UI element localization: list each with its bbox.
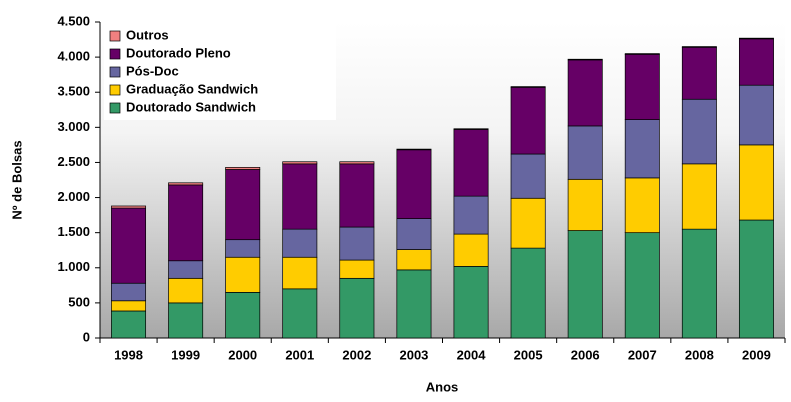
bar-segment [510, 86, 546, 155]
y-tick-label: 500 [68, 294, 90, 309]
bar-segment [225, 239, 261, 258]
x-tick-label: 2006 [571, 347, 600, 362]
bar-segment [738, 84, 774, 146]
bar-segment [339, 259, 375, 279]
bar-segment [111, 205, 147, 209]
x-tick-label: 2003 [399, 347, 428, 362]
bar-segment [681, 98, 717, 165]
bar-segment [567, 58, 603, 61]
x-tick-label: 2008 [685, 347, 714, 362]
bar-segment [510, 247, 546, 339]
bar-segment [396, 148, 432, 151]
bar-segment [339, 163, 375, 228]
bar-segment [681, 228, 717, 339]
bar-segment [624, 232, 660, 339]
y-tick-label: 4.500 [57, 13, 90, 28]
bar-segment [624, 53, 660, 55]
y-tick-label: 2.500 [57, 154, 90, 169]
bar-segment [282, 256, 318, 290]
legend-label: Graduação Sandwich [126, 81, 258, 96]
bar-segment [681, 46, 717, 100]
bar-segment [453, 129, 489, 197]
bar-segment [738, 144, 774, 221]
bar-segment [453, 266, 489, 339]
y-tick-label: 4.000 [57, 49, 90, 64]
bar-segment [111, 282, 147, 302]
bar-segment [168, 260, 204, 279]
legend-box [104, 24, 336, 120]
bar-segment [396, 218, 432, 250]
legend-swatch [109, 102, 121, 114]
x-axis-title: Anos [426, 379, 459, 394]
bar-segment [567, 125, 603, 180]
bar-segment [738, 219, 774, 339]
bar-segment [225, 256, 261, 293]
bar-segment [396, 269, 432, 339]
x-tick-label: 2004 [457, 347, 487, 362]
bar-segment [510, 86, 546, 88]
y-axis-title: Nº de Bolsas [9, 140, 24, 219]
bar-segment [396, 249, 432, 271]
bar-segment [396, 149, 432, 219]
bar-segment [168, 184, 204, 262]
x-tick-label: 2005 [514, 347, 543, 362]
x-tick-label: 1998 [114, 347, 143, 362]
bar-segment [681, 46, 717, 48]
legend-swatch [109, 66, 121, 78]
bar-segment [111, 310, 147, 339]
x-tick-label: 2000 [228, 347, 257, 362]
bar-segment [567, 59, 603, 127]
bar-segment [168, 182, 204, 186]
y-tick-label: 2.000 [57, 189, 90, 204]
bar-segment [738, 37, 774, 40]
bar-segment [282, 161, 318, 165]
y-tick-label: 0 [83, 329, 90, 344]
legend-swatch [109, 30, 121, 42]
bar-segment [282, 228, 318, 258]
bar-segment [282, 288, 318, 339]
legend-swatch [109, 84, 121, 96]
bar-segment [624, 177, 660, 234]
y-tick-label: 1.000 [57, 259, 90, 274]
bar-segment [453, 128, 489, 130]
bar-segment [111, 300, 147, 312]
bar-segment [339, 226, 375, 261]
bar-segment [168, 277, 204, 304]
bar-segment [738, 38, 774, 86]
x-tick-label: 2001 [285, 347, 314, 362]
bar-segment [225, 292, 261, 339]
legend-swatch [109, 48, 121, 60]
bar-segment [225, 167, 261, 170]
x-tick-label: 2007 [628, 347, 657, 362]
bar-segment [624, 53, 660, 120]
bar-segment [681, 163, 717, 230]
bar-segment [567, 178, 603, 231]
bar-segment [567, 230, 603, 339]
bar-segment [510, 197, 546, 249]
bar-segment [282, 163, 318, 230]
legend-label: Pós-Doc [126, 63, 179, 78]
bar-segment [453, 233, 489, 267]
legend-label: Doutorado Sandwich [126, 99, 256, 114]
bar-segment [111, 207, 147, 284]
legend-label: Doutorado Pleno [126, 45, 231, 60]
bar-segment [453, 195, 489, 235]
x-tick-label: 2002 [342, 347, 371, 362]
y-tick-label: 3.000 [57, 119, 90, 134]
bar-segment [339, 277, 375, 339]
x-tick-label: 2009 [742, 347, 771, 362]
bar-segment [510, 153, 546, 199]
y-tick-label: 1.500 [57, 224, 90, 239]
bar-segment [339, 161, 375, 165]
bar-segment [624, 119, 660, 179]
x-tick-label: 1999 [171, 347, 200, 362]
bar-segment [225, 169, 261, 241]
y-tick-label: 3.500 [57, 84, 90, 99]
bar-segment [168, 302, 204, 339]
legend-label: Outros [126, 27, 169, 42]
